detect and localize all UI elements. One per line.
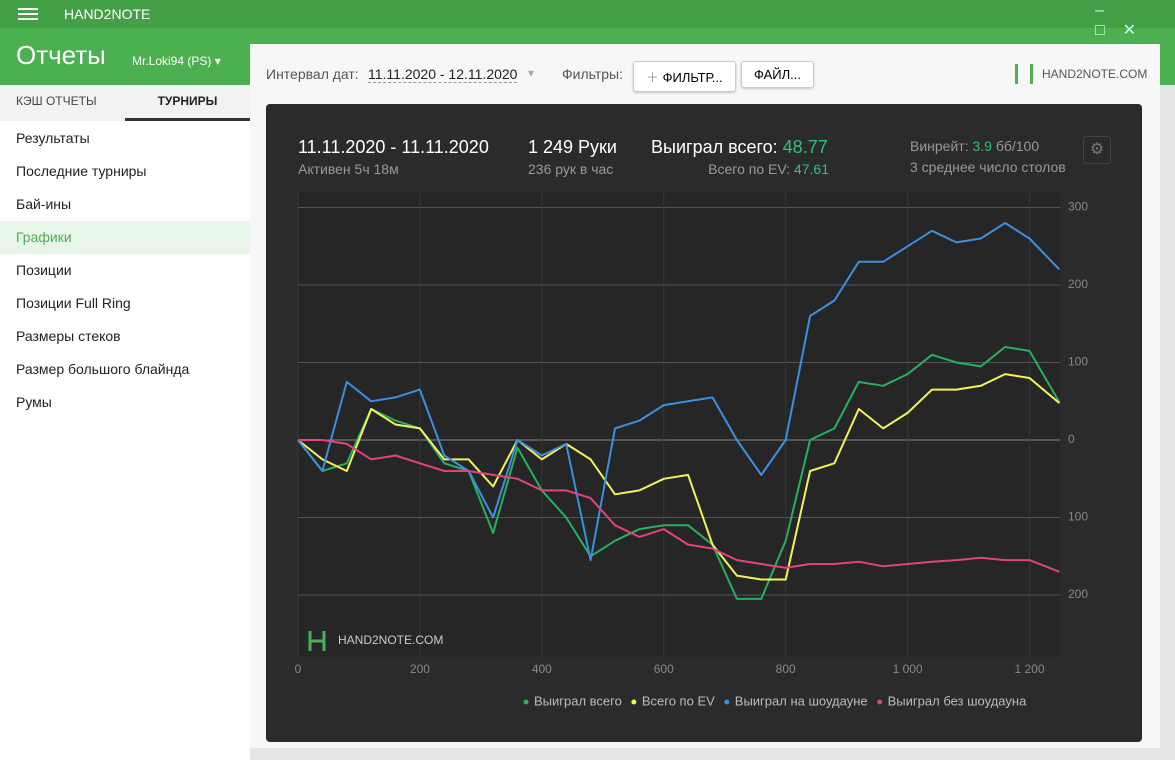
file-button[interactable]: ФАЙЛ...	[741, 61, 814, 88]
legend-marker	[877, 699, 883, 705]
interval[interactable]: 11.11.2020 - 12.11.2020	[368, 66, 518, 83]
y-tick-label: 200	[1068, 277, 1088, 291]
legend-marker	[724, 699, 730, 705]
menu-item[interactable]: Позиции	[16, 262, 72, 278]
tabs: КЭШ ОТЧЕТЫ ТУРНИРЫ	[0, 85, 250, 121]
dropdown-arrow: ▾	[528, 66, 535, 80]
value: 3.9	[972, 138, 992, 154]
stat-dates: 11.11.2020 - 11.11.2020	[298, 137, 489, 157]
menu-item[interactable]: Бай-ины	[16, 196, 72, 212]
series-line	[297, 222, 1061, 562]
y-tick-label: 0	[1068, 432, 1075, 446]
menu-item[interactable]: Позиции Full Ring	[16, 295, 131, 311]
x-tick-label: 400	[532, 662, 552, 676]
menu-icon[interactable]	[18, 8, 38, 10]
x-tick-label: 1 200	[1015, 662, 1045, 676]
logo: HAND2NOTE.COM	[1042, 67, 1148, 81]
y-tick-label: 100	[1068, 510, 1088, 524]
legend-marker	[523, 699, 529, 705]
title-bar: HAND2NOTE –□✕	[0, 0, 1175, 39]
label: Винрейт:	[910, 138, 969, 154]
stat-tables: 3 среднее число столов	[910, 159, 1066, 175]
legend-label: Выиграл без шоудауна	[888, 693, 1027, 708]
menu-item[interactable]: Последние турниры	[16, 163, 147, 179]
series-line	[297, 373, 1061, 581]
stat-active: Активен 5ч 18м	[298, 161, 399, 177]
label: Всего по EV:	[708, 161, 791, 177]
x-tick-label: 0	[295, 662, 302, 676]
legend-label: Выиграл всего	[534, 693, 622, 708]
stat-won: Выиграл всего: 48.77	[651, 137, 828, 158]
y-tick-label: 300	[1068, 200, 1088, 214]
filters-label: Фильтры:	[562, 66, 623, 82]
plot-area	[298, 192, 1060, 657]
watermark: HAND2NOTE.COM	[338, 633, 443, 647]
section-title: Отчеты	[16, 40, 106, 70]
y-tick-label: 100	[1068, 355, 1088, 369]
x-tick-label: 1 000	[893, 662, 923, 676]
menu-item[interactable]: Размеры стеков	[16, 328, 121, 344]
window-controls[interactable]: –□✕	[1095, 2, 1155, 39]
menu-item[interactable]: Размер большого блайнда	[16, 361, 190, 377]
value: 47.61	[793, 161, 829, 177]
menu-item[interactable]: Графики	[0, 221, 250, 254]
legend-marker	[631, 699, 637, 705]
label: Выиграл всего:	[651, 137, 778, 157]
stat-hands: 1 249 Руки	[528, 137, 617, 157]
stat-ev: Всего по EV: 47.61	[708, 161, 829, 177]
legend-label: Выиграл на шоудауне	[735, 693, 868, 708]
tab-active[interactable]: ТУРНИРЫ	[125, 85, 250, 121]
chart-panel: 11.11.2020 - 11.11.2020 Активен 5ч 18м 1…	[266, 104, 1142, 742]
settings-button[interactable]: ⚙	[1083, 136, 1111, 164]
filter-text: ФИЛЬТР...	[662, 70, 723, 85]
x-tick-label: 600	[654, 662, 674, 676]
menu: Результаты Последние турниры Бай-ины График…	[0, 122, 250, 419]
sidebar: КЭШ ОТЧЕТЫ ТУРНИРЫ Результаты Последние т…	[0, 85, 250, 760]
account[interactable]: Mr.Loki94 (PS) ▾	[132, 54, 221, 68]
app-name: HAND2NOTE	[64, 6, 151, 22]
x-tick-label: 800	[776, 662, 796, 676]
value: 48.77	[782, 137, 828, 157]
series-line	[298, 439, 1060, 573]
menu-item[interactable]: Результаты	[16, 130, 90, 146]
watermark-icon	[308, 631, 326, 651]
stat-winrate: Винрейт: 3.9 бб/100	[910, 138, 1039, 154]
y-tick-label: 200	[1068, 587, 1088, 601]
tab[interactable]: КЭШ ОТЧЕТЫ	[16, 94, 97, 108]
x-tick-label: 200	[410, 662, 430, 676]
unit: бб/100	[995, 138, 1040, 154]
filter-button[interactable]: ＋ ФИЛЬТР...	[633, 61, 736, 92]
account-name: Mr.Loki94 (PS)	[132, 54, 212, 68]
logo-icon	[1015, 64, 1033, 84]
stat-hands-hour: 236 рук в час	[528, 161, 614, 177]
interval-label: Интервал дат:	[266, 66, 359, 82]
legend-label: Всего по EV	[642, 693, 715, 708]
menu-item[interactable]: Румы	[16, 394, 52, 410]
